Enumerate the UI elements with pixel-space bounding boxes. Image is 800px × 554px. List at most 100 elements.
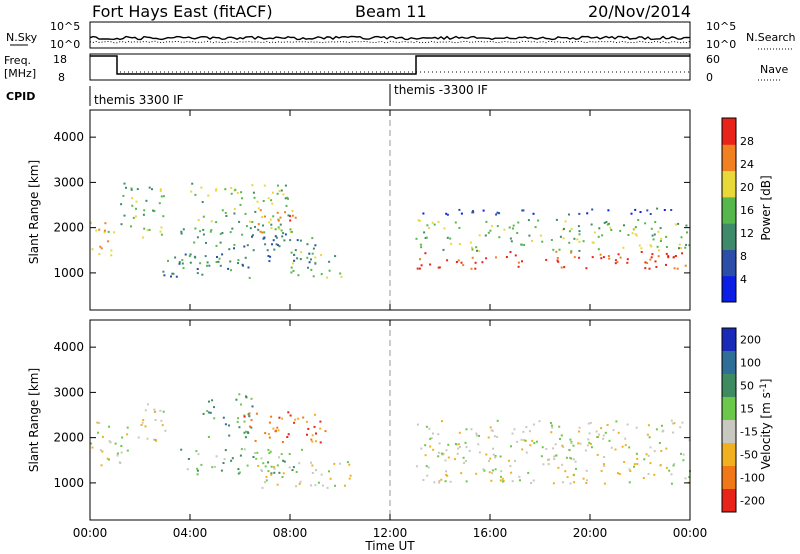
range-cell [586,444,589,447]
range-cell [633,465,635,468]
range-cell [499,479,502,482]
range-cell [558,425,561,428]
range-cell [507,459,510,462]
range-cell [236,191,239,194]
range-cell [326,276,329,279]
range-cell [225,215,228,217]
range-cell [673,267,676,270]
range-cell [445,449,448,452]
range-cell [220,469,223,472]
range-cell [95,229,98,232]
range-cell [564,470,567,473]
range-cell [585,469,588,472]
range-cell [108,425,110,428]
range-cell [313,425,316,428]
colorbar-swatch [722,196,736,224]
range-cell [206,261,209,264]
velocity-y-ticks: 1000 2000 3000 4000 [53,340,690,490]
beam-label: Beam 11 [355,2,427,21]
range-cell [251,405,254,408]
range-cell [592,241,595,244]
power-colorbar-label: Power [dB] [759,175,773,240]
range-cell [272,427,275,430]
range-cell [555,250,558,253]
range-cell [208,400,210,403]
range-cell [255,412,258,415]
noise-search-trace [89,40,691,44]
range-cell [559,235,562,238]
range-cell [661,424,663,427]
range-cell [491,429,494,432]
range-cell [148,228,151,231]
range-cell [651,234,654,237]
range-cell [131,197,134,200]
range-cell [270,472,273,475]
range-cell [144,409,147,412]
range-cell [494,468,497,471]
range-cell [599,253,602,256]
scatter-blob [162,255,251,279]
range-cell [605,221,608,223]
range-cell [272,215,275,218]
range-cell [588,441,591,444]
range-cell [262,237,265,240]
range-cell [278,471,281,474]
range-cell [516,232,519,234]
range-cell [137,436,140,439]
range-cell [267,197,270,200]
range-cell [270,415,273,418]
range-cell [561,481,564,484]
range-cell [560,266,563,269]
range-cell [520,438,523,441]
range-cell [310,484,313,487]
range-cell [589,443,592,445]
y-tick-label: 3000 [53,385,84,399]
range-cell [428,427,431,430]
range-cell [519,479,521,482]
range-cell [585,482,588,484]
range-cell [262,462,265,465]
range-cell [238,220,241,223]
range-cell [248,415,251,418]
range-cell [458,208,461,211]
colorbar-tick-label: 200 [740,334,761,347]
range-cell [447,443,450,446]
range-cell [646,209,649,212]
range-cell [205,241,207,244]
range-cell [653,450,656,453]
range-cell [182,228,185,231]
range-cell [487,436,490,439]
range-cell [468,449,471,452]
range-cell [272,466,275,469]
range-cell [311,472,314,474]
range-cell [437,455,440,458]
range-cell [98,228,101,231]
range-cell [245,225,248,228]
range-cell [578,256,581,259]
range-cell [113,231,116,234]
range-cell [488,471,491,474]
range-cell [320,273,323,276]
range-cell [458,431,461,434]
range-cell [612,429,615,432]
range-cell [209,411,212,414]
range-cell [676,267,679,270]
range-cell [144,425,147,428]
range-cell [433,223,436,226]
range-cell [196,469,199,472]
range-cell [320,473,323,476]
range-cell [603,464,606,467]
range-cell [214,465,216,468]
range-cell [424,444,427,447]
range-cell [202,228,205,231]
range-cell [289,239,292,242]
range-cell [622,246,625,249]
range-cell [314,413,316,416]
range-cell [557,466,560,469]
range-cell [293,253,296,256]
range-cell [291,210,294,213]
scatter-blob [243,411,327,444]
colorbar-tick-label: 8 [740,250,747,263]
range-cell [293,421,296,424]
